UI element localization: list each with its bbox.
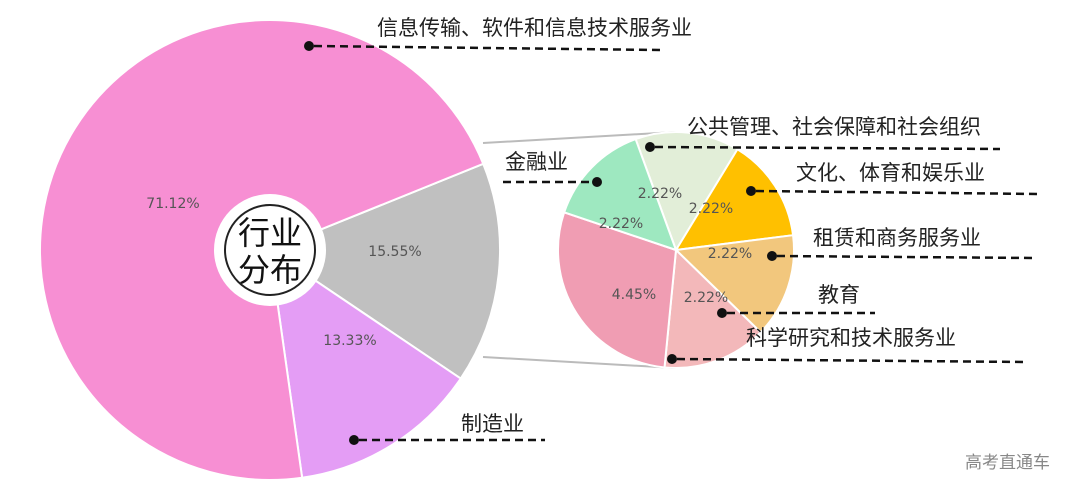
category-label-culture: 文化、体育和娱乐业 (796, 161, 985, 185)
pct-label-finance: 2.22% (599, 216, 643, 232)
sub-pie-slice-3 (663, 247, 763, 369)
center-label-line-1: 行业 (238, 214, 302, 252)
pct-label-leasing: 2.22% (708, 246, 752, 262)
callout-manufacturing: 制造业 (349, 412, 545, 445)
pct-label-it: 71.12% (146, 196, 199, 212)
callout-it: 信息传输、软件和信息技术服务业 (304, 16, 692, 52)
connector-lines (482, 131, 677, 369)
category-label-science: 科学研究和技术服务业 (746, 326, 956, 350)
category-label-manufacturing: 制造业 (461, 412, 524, 436)
pct-label-manufacturing: 13.33% (323, 333, 376, 349)
category-label-finance: 金融业 (505, 150, 568, 174)
pct-label-public: 2.22% (638, 186, 682, 202)
category-label-education: 教育 (818, 283, 860, 307)
connector-line-bottom (482, 356, 677, 369)
sub-pie-slice-1 (674, 147, 795, 252)
callout-leasing: 租赁和商务服务业 (767, 226, 1036, 261)
callout-public: 公共管理、社会保障和社会组织 (645, 115, 1001, 152)
category-label-it: 信息传输、软件和信息技术服务业 (377, 16, 692, 40)
watermark-text: 高考直通车 (965, 453, 1050, 473)
sub-pie-slice-4 (557, 211, 678, 369)
pct-label-science: 4.45% (612, 287, 656, 303)
donut-center: 行业 分布 (214, 194, 326, 306)
callout-finance: 金融业 (503, 150, 602, 187)
sub-pie-slice-5 (562, 137, 678, 252)
callout-culture: 文化、体育和娱乐业 (746, 161, 1041, 196)
pct-label-other: 15.55% (368, 244, 421, 260)
main-pie-slice-2 (268, 247, 463, 479)
category-label-leasing: 租赁和商务服务业 (813, 226, 981, 250)
percent-labels: 71.12% 15.55% 13.33% 2.22% 2.22% 2.22% 2… (146, 186, 752, 349)
callout-education: 教育 (717, 283, 875, 318)
category-label-public: 公共管理、社会保障和社会组织 (687, 115, 981, 139)
pct-label-education: 2.22% (684, 290, 728, 306)
callout-science: 科学研究和技术服务业 (667, 326, 1026, 364)
pct-label-culture: 2.22% (689, 201, 733, 217)
category-callouts: 信息传输、软件和信息技术服务业 制造业 金融业 公共管理、社会保障和社会组织 文… (304, 16, 1041, 445)
main-pie-slice-1 (267, 162, 501, 380)
sub-pie-slice-0 (634, 131, 739, 253)
secondary-pie (557, 131, 795, 369)
center-ring (224, 204, 316, 296)
center-label-line-2: 分布 (238, 251, 302, 289)
connector-line-top (482, 131, 677, 144)
sub-pie-slice-2 (673, 234, 795, 334)
